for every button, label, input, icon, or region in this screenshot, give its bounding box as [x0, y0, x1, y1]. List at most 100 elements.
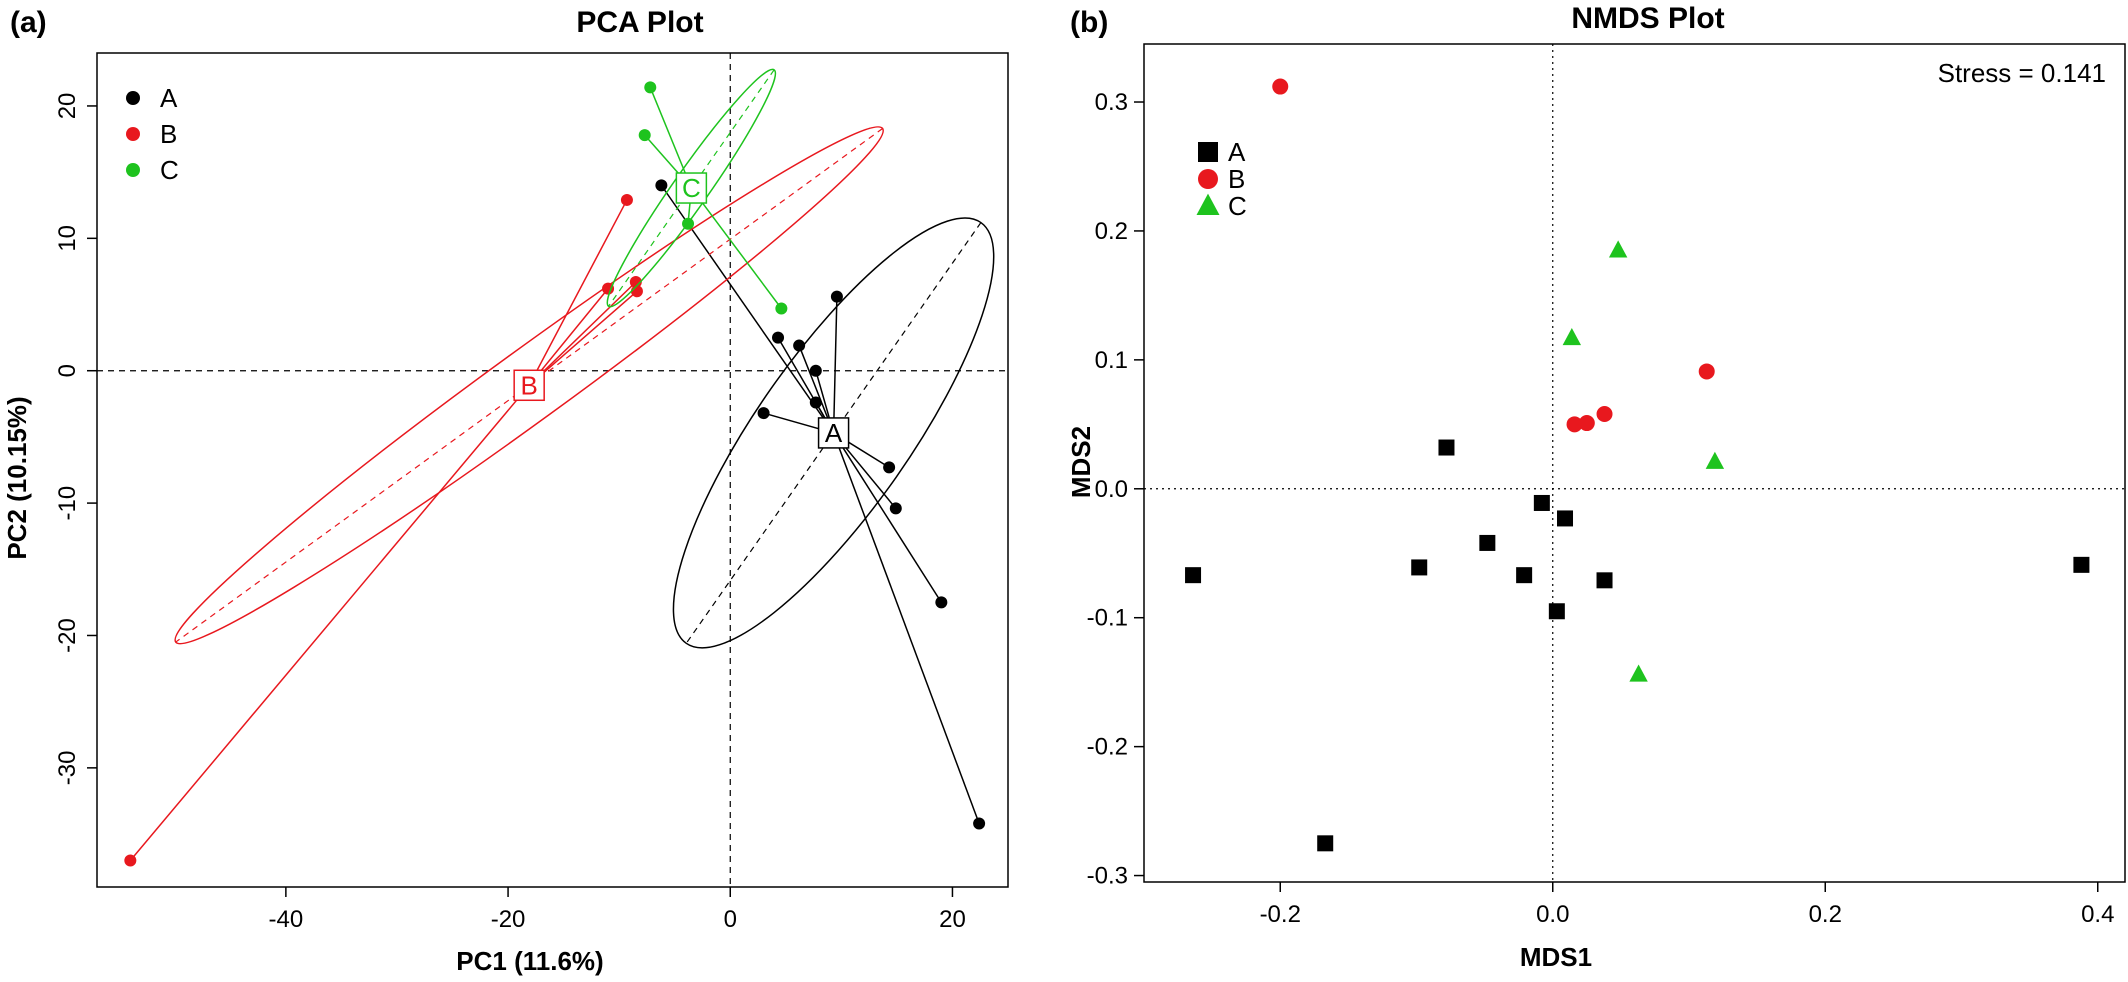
nmds-point-a	[2073, 556, 2090, 573]
pca-point-c	[775, 302, 788, 315]
pca-frame	[96, 52, 1009, 888]
pca-centroid-box-a	[817, 417, 850, 449]
pca-legend-label-b: B	[160, 119, 177, 149]
nmds-y-axis-label: MDS2	[1066, 426, 1096, 498]
nmds-point-b	[1578, 415, 1595, 432]
pca-y-tick-label: 0	[54, 364, 81, 377]
nmds-point-a	[1438, 439, 1455, 456]
pca-y-tick-label: -10	[54, 486, 81, 521]
pca-legend-marker-c	[126, 163, 140, 177]
nmds-y-tick-label: -0.2	[1087, 734, 1128, 761]
nmds-y-tick-label: 0.0	[1095, 476, 1128, 503]
pca-y-tick-label: 20	[54, 93, 81, 120]
pca-point-a	[935, 596, 948, 609]
nmds-x-tick-label: 0.0	[1536, 901, 1569, 928]
pca-point-c	[682, 217, 695, 230]
pca-spoke-a	[832, 296, 838, 433]
pca-point-a	[655, 179, 668, 192]
pca-point-b	[602, 282, 615, 295]
pca-point-a	[889, 502, 902, 515]
pca-centroid-label-c: C	[682, 173, 701, 203]
pca-ellipse-a	[672, 217, 995, 649]
pca-point-c	[638, 129, 651, 142]
pca-spoke-a	[832, 432, 980, 824]
nmds-point-a	[1317, 835, 1334, 852]
nmds-legend-label-a: A	[1228, 137, 1246, 167]
nmds-y-tick-label: 0.2	[1095, 218, 1128, 245]
pca-spoke-b	[528, 290, 638, 386]
pca-legend-label-c: C	[160, 155, 179, 185]
nmds-point-a	[1533, 494, 1550, 511]
pca-point-a	[883, 461, 896, 474]
nmds-legend-marker-c	[1196, 193, 1220, 215]
nmds-x-tick-label: 0.4	[2081, 901, 2114, 928]
nmds-point-b	[1566, 416, 1583, 433]
pca-legend-marker-a	[126, 91, 140, 105]
nmds-point-a	[1516, 567, 1533, 584]
pca-spoke-c	[649, 87, 693, 189]
nmds-stress-annotation: Stress = 0.141	[1938, 58, 2106, 88]
nmds-point-b	[1272, 78, 1289, 95]
nmds-point-c	[1629, 664, 1648, 682]
nmds-title: NMDS Plot	[1571, 2, 1724, 35]
nmds-point-a	[1548, 603, 1565, 620]
nmds-point-a	[1185, 567, 1202, 584]
nmds-legend-marker-b	[1198, 169, 1218, 189]
pca-point-a	[772, 331, 785, 344]
nmds-legend-marker-a	[1198, 142, 1218, 162]
pca-point-a	[830, 290, 843, 303]
nmds-point-c	[1608, 240, 1628, 258]
nmds-point-c	[1562, 328, 1582, 346]
pca-centroid-label-a: A	[825, 418, 843, 448]
pca-point-a	[793, 339, 806, 352]
pca-y-axis-label: PC2 (10.15%)	[2, 396, 32, 559]
nmds-legend-label-b: B	[1228, 164, 1245, 194]
pca-y-tick-label: 10	[54, 225, 81, 252]
nmds-point-a	[1596, 572, 1613, 589]
nmds-x-tick-label: 0.2	[1809, 901, 1842, 928]
nmds-y-tick-label: 0.1	[1095, 347, 1128, 374]
pca-spoke-b	[528, 199, 628, 386]
pca-centroid-box-c	[675, 172, 708, 204]
nmds-point-a	[1557, 510, 1574, 527]
pca-x-tick-label: -20	[491, 906, 526, 933]
nmds-point-a	[1411, 559, 1428, 576]
nmds-plot-area: -0.2 0.0 0.2 0.4 -0.3 -0.2 -0.1 0.0 0.1 0.2 0.3 ABC	[1087, 43, 2126, 928]
nmds-frame	[1143, 43, 2126, 883]
pca-point-b	[124, 854, 137, 867]
nmds-y-tick-label: -0.1	[1087, 605, 1128, 632]
nmds-point-c	[1705, 451, 1725, 469]
pca-x-tick-label: 20	[939, 906, 966, 933]
nmds-point-b	[1698, 363, 1715, 380]
pca-point-b	[630, 285, 643, 298]
pca-point-c	[644, 81, 657, 94]
pca-centroid-label-b: B	[520, 370, 537, 400]
pca-point-b	[620, 193, 633, 206]
nmds-x-tick-label: -0.2	[1260, 901, 1301, 928]
nmds-point-a	[1479, 534, 1496, 551]
pca-point-a	[809, 364, 822, 377]
nmds-y-tick-label: 0.3	[1095, 89, 1128, 116]
nmds-y-tick-label: -0.3	[1087, 863, 1128, 890]
pca-x-tick-label: 0	[724, 906, 737, 933]
pca-point-b	[629, 276, 642, 289]
pca-legend-marker-b	[126, 127, 140, 141]
pca-spoke-b	[528, 288, 609, 386]
pca-spoke-b	[528, 281, 637, 386]
pca-point-a	[757, 407, 770, 420]
panel-b-label: (b)	[1070, 6, 1108, 39]
pca-spoke-a	[832, 432, 942, 603]
nmds-legend-label-c: C	[1228, 191, 1247, 221]
pca-centroid-box-b	[513, 369, 545, 402]
panel-a-label: (a)	[10, 6, 47, 39]
pca-legend-label-a: A	[160, 83, 178, 113]
nmds-x-axis-label: MDS1	[1520, 942, 1592, 972]
pca-y-tick-label: -30	[54, 751, 81, 786]
nmds-point-b	[1596, 406, 1613, 423]
pca-point-a	[973, 817, 986, 830]
pca-point-a	[809, 396, 822, 409]
pca-title: PCA Plot	[576, 6, 703, 39]
pca-x-tick-label: -40	[269, 906, 304, 933]
